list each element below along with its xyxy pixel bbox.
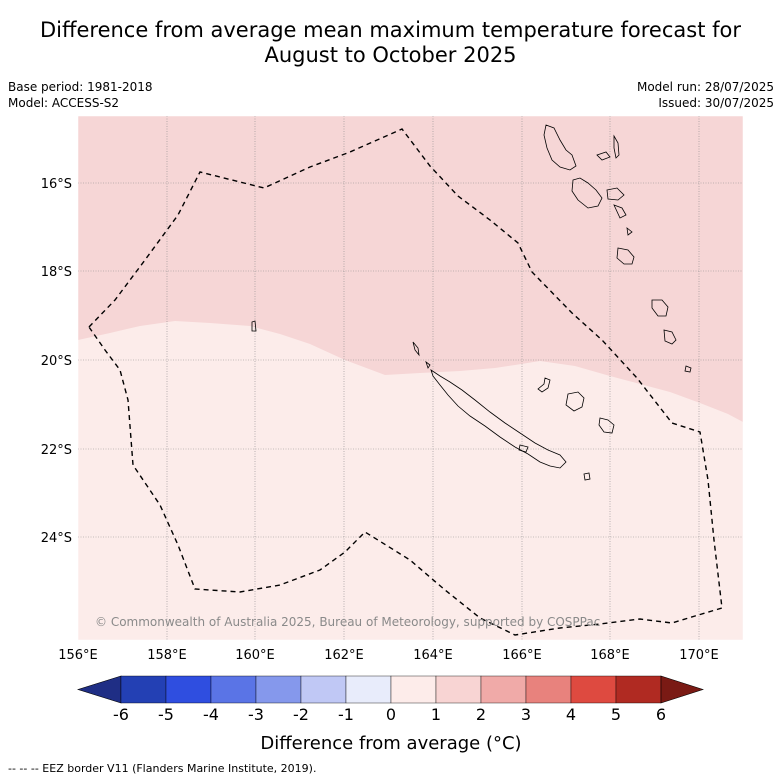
colorbar xyxy=(76,675,704,704)
colorbar-extend-low xyxy=(76,675,122,704)
colorbar-tick-label: 2 xyxy=(476,705,486,724)
lon-label: 164°E xyxy=(413,648,453,663)
colorbar-tick-label: 0 xyxy=(386,705,396,724)
colorbar-tick-label: 6 xyxy=(656,705,666,724)
colorbar-tick-label: 1 xyxy=(431,705,441,724)
colorbar-tick-label: -4 xyxy=(203,705,219,724)
eez-border xyxy=(88,128,723,636)
meta-right: Model run: 28/07/2025 Issued: 30/07/2025 xyxy=(637,79,774,111)
new-caledonia-island xyxy=(430,369,567,469)
footer-note: -- -- -- EEZ border V11 (Flanders Marine… xyxy=(8,762,317,775)
colorbar-title: Difference from average (°C) xyxy=(260,733,521,754)
colorbar-tick-label: 4 xyxy=(566,705,576,724)
latitude-labels: 16°S 18°S 20°S 22°S 24°S xyxy=(41,177,72,546)
colorbar-segment xyxy=(570,675,617,704)
colorbar-segment xyxy=(480,675,527,704)
model-run: Model run: 28/07/2025 xyxy=(636,80,774,94)
colorbar-extend-high xyxy=(660,675,704,704)
colorbar-segment xyxy=(390,675,437,704)
lon-label: 166°E xyxy=(502,648,542,663)
colorbar-segment xyxy=(255,675,302,704)
colorbar-segment xyxy=(435,675,482,704)
coastlines xyxy=(251,124,692,481)
lon-label: 158°E xyxy=(147,648,187,663)
title-line-2: August to October 2025 xyxy=(264,43,517,67)
colorbar-segment xyxy=(120,675,167,704)
lon-label: 162°E xyxy=(324,648,364,663)
base-period: Base period: 1981-2018 xyxy=(8,80,153,94)
anomaly-region-1-2 xyxy=(78,116,743,422)
colorbar-tick-label: -6 xyxy=(113,705,129,724)
title-line-1: Difference from average mean maximum tem… xyxy=(40,18,741,42)
lon-label: 168°E xyxy=(590,648,630,663)
colorbar-segment xyxy=(300,675,347,704)
colorbar-segment xyxy=(210,675,257,704)
colorbar-tick-label: -2 xyxy=(293,705,309,724)
chart-title: Difference from average mean maximum tem… xyxy=(0,18,781,68)
issued-date: Issued: 30/07/2025 xyxy=(658,96,774,110)
model-name: Model: ACCESS-S2 xyxy=(8,96,120,110)
colorbar-segment xyxy=(615,675,662,704)
lat-label: 24°S xyxy=(41,531,72,546)
graticule xyxy=(78,116,743,640)
longitude-labels: 156°E 158°E 160°E 162°E 164°E 166°E 168°… xyxy=(58,648,719,663)
colorbar-ticks: -6 -5 -4 -3 -2 -1 0 1 2 3 4 5 6 xyxy=(113,705,666,724)
colorbar-tick-label: 3 xyxy=(521,705,531,724)
lat-label: 18°S xyxy=(41,265,72,280)
lat-label: 20°S xyxy=(41,354,72,369)
lon-label: 160°E xyxy=(235,648,275,663)
colorbar-tick-label: -1 xyxy=(338,705,354,724)
copyright-notice: © Commonwealth of Australia 2025, Bureau… xyxy=(95,615,600,629)
lon-label: 156°E xyxy=(58,648,98,663)
lat-label: 16°S xyxy=(41,177,72,192)
lat-label: 22°S xyxy=(41,443,72,458)
map-area: © Commonwealth of Australia 2025, Bureau… xyxy=(78,116,743,640)
colorbar-tick-label: -5 xyxy=(158,705,174,724)
meta-left: Base period: 1981-2018 Model: ACCESS-S2 xyxy=(8,79,153,111)
colorbar-segment xyxy=(165,675,212,704)
colorbar-segment xyxy=(525,675,572,704)
colorbar-tick-label: 5 xyxy=(611,705,621,724)
colorbar-tick-label: -3 xyxy=(248,705,264,724)
map-frame xyxy=(77,115,744,641)
colorbar-segment xyxy=(345,675,392,704)
lon-label: 170°E xyxy=(679,648,719,663)
